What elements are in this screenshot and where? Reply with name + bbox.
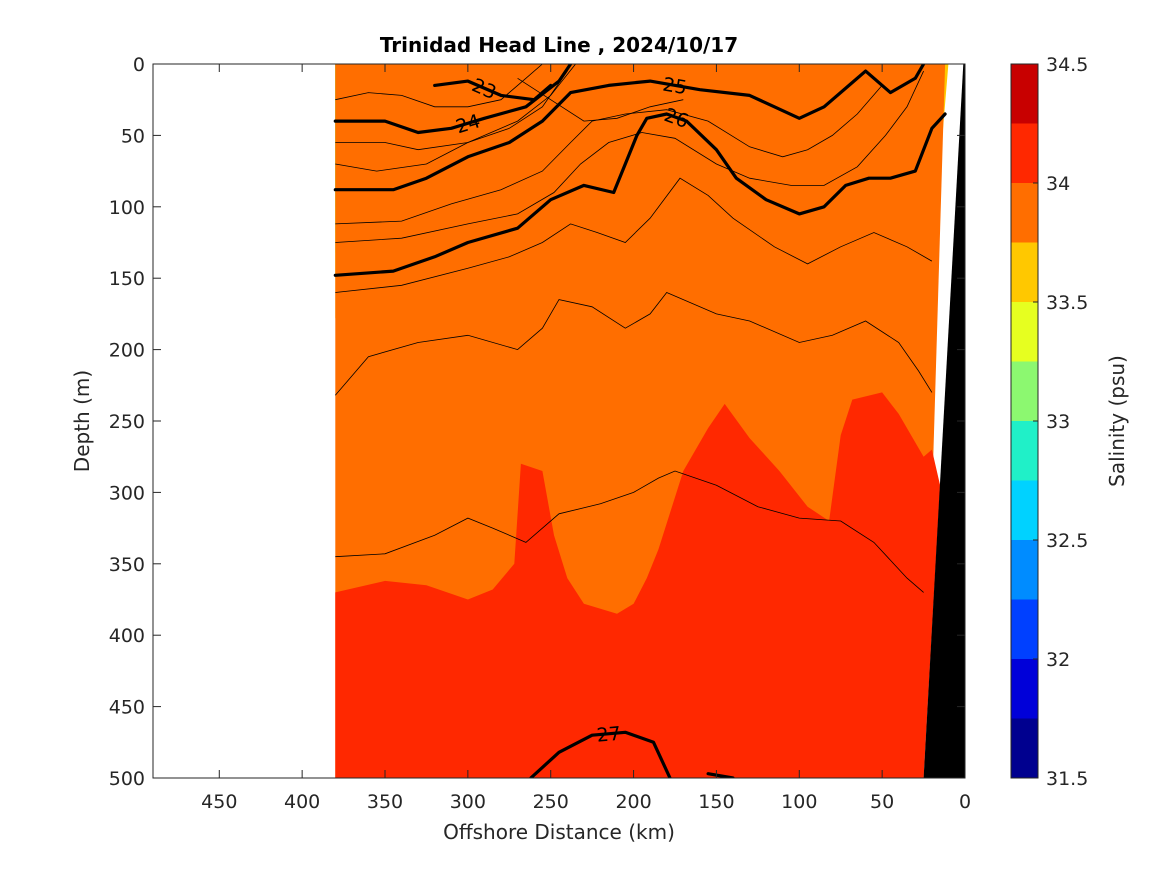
colorbar-segment-10 bbox=[1011, 123, 1038, 183]
y-tick-label: 50 bbox=[121, 125, 145, 147]
x-tick-label: 250 bbox=[533, 791, 569, 813]
x-tick-label: 300 bbox=[450, 791, 486, 813]
thin-contour-2 bbox=[335, 64, 576, 172]
colorbar-tick-label: 33.5 bbox=[1046, 292, 1088, 314]
salinity-bands bbox=[335, 64, 949, 778]
colorbar-title: Salinity (psu) bbox=[1105, 355, 1129, 487]
y-axis-ticks: 0 50 100 150 200 250 300 350 400 450 500 bbox=[109, 54, 965, 790]
colorbar-tick-label: 31.5 bbox=[1046, 768, 1088, 790]
density-contour-26-3 bbox=[333, 112, 947, 277]
x-axis-ticks: 450 400 350 300 250 200 150 100 50 0 bbox=[201, 64, 971, 813]
y-tick-label: 100 bbox=[109, 197, 145, 219]
thin-contour-8 bbox=[517, 77, 684, 122]
y-tick-label: 500 bbox=[109, 768, 145, 790]
contour-label-2: 25 bbox=[661, 74, 689, 100]
thin-contour-0 bbox=[335, 64, 543, 108]
x-tick-label: 400 bbox=[284, 791, 320, 813]
x-tick-label: 50 bbox=[870, 791, 894, 813]
thin-contour-4 bbox=[335, 70, 924, 243]
colorbar-segment-1 bbox=[1011, 659, 1038, 719]
colorbar-segment-7 bbox=[1011, 302, 1038, 362]
x-tick-label: 100 bbox=[781, 791, 817, 813]
colorbar-segment-6 bbox=[1011, 361, 1038, 421]
x-tick-label: 450 bbox=[201, 791, 237, 813]
y-tick-label: 350 bbox=[109, 554, 145, 576]
density-contour-lines bbox=[333, 64, 947, 778]
colorbar: 31.5 32 32.5 33 33.5 34 34.5 bbox=[1010, 54, 1088, 790]
density-contour-25-2 bbox=[333, 64, 926, 192]
colorbar-segment-9 bbox=[1011, 183, 1038, 243]
colorbar-tick-label: 33 bbox=[1046, 411, 1070, 433]
y-tick-label: 300 bbox=[109, 482, 145, 504]
density-contour-27-4 bbox=[529, 730, 672, 778]
thin-contour-6 bbox=[334, 292, 933, 396]
y-tick-label: 200 bbox=[109, 340, 145, 362]
x-tick-label: 200 bbox=[615, 791, 651, 813]
y-tick-label: 0 bbox=[133, 54, 145, 76]
colorbar-segment-4 bbox=[1011, 480, 1038, 540]
colorbar-tick-label: 32 bbox=[1046, 649, 1070, 671]
bathymetry-layer bbox=[923, 64, 965, 778]
density-contour-24-1 bbox=[333, 64, 573, 135]
y-tick-label: 250 bbox=[109, 411, 145, 433]
x-axis-title: Offshore Distance (km) bbox=[443, 820, 675, 844]
colorbar-segment-8 bbox=[1011, 242, 1038, 302]
colorbar-segment-0 bbox=[1011, 718, 1038, 778]
x-tick-label: 150 bbox=[698, 791, 734, 813]
x-tick-label: 0 bbox=[959, 791, 971, 813]
thin-contour-7 bbox=[335, 470, 924, 593]
thin-contour-5 bbox=[335, 177, 933, 293]
bathymetry-region bbox=[923, 64, 965, 778]
salinity-band-8 bbox=[335, 392, 941, 778]
thin-contour-3 bbox=[335, 85, 883, 225]
y-axis-title: Depth (m) bbox=[70, 370, 94, 472]
colorbar-tick-label: 34 bbox=[1046, 173, 1070, 195]
density-contour-27-5 bbox=[706, 772, 735, 778]
colorbar-segment-3 bbox=[1011, 540, 1038, 600]
y-tick-label: 400 bbox=[109, 625, 145, 647]
colorbar-tick-label: 32.5 bbox=[1046, 530, 1088, 552]
chart-title: Trinidad Head Line , 2024/10/17 bbox=[380, 33, 738, 57]
colorbar-tick-label: 34.5 bbox=[1046, 54, 1088, 76]
colorbar-segment-5 bbox=[1011, 421, 1038, 481]
y-tick-label: 450 bbox=[109, 697, 145, 719]
thin-contour-lines bbox=[334, 64, 933, 593]
x-tick-label: 350 bbox=[367, 791, 403, 813]
contour-label-4: 27 bbox=[596, 723, 622, 747]
y-tick-label: 150 bbox=[109, 268, 145, 290]
colorbar-segment-11 bbox=[1011, 64, 1038, 124]
colorbar-segment-2 bbox=[1011, 599, 1038, 659]
